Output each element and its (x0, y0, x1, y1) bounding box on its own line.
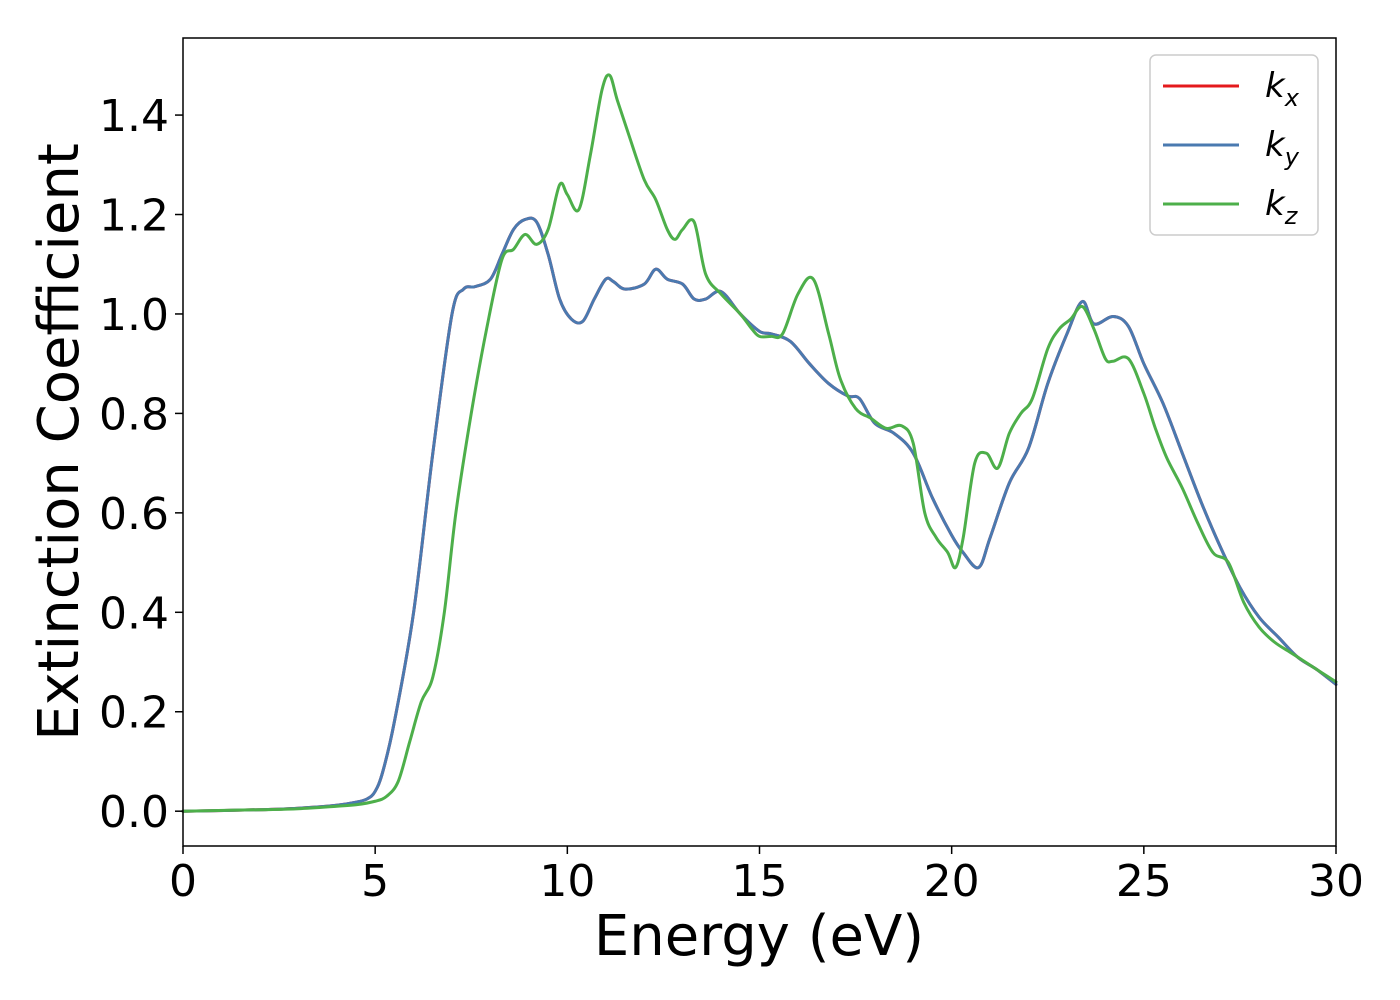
y-tick-label: 0.2 (99, 688, 169, 739)
x-tick-label: 5 (361, 856, 389, 907)
y-tick-label: 0.8 (99, 389, 169, 440)
legend-label-z: kz (1265, 184, 1299, 230)
y-axis-title: Extinction Coefficient (27, 143, 92, 741)
series-line-y (181, 216, 1338, 813)
y-tick-label: 0.4 (99, 588, 169, 639)
series-line-z (181, 73, 1338, 813)
plot-area (183, 38, 1336, 846)
series-layer (181, 73, 1338, 813)
y-tick-label: 1.0 (99, 290, 169, 341)
y-tick-label: 1.4 (99, 91, 169, 142)
x-axis-title: Energy (eV) (594, 904, 924, 969)
x-tick-label: 25 (1116, 856, 1172, 907)
x-axis: 0 5 10 15 20 25 30 (169, 846, 1364, 907)
y-tick-label: 0.6 (99, 489, 169, 540)
y-tick-label: 1.2 (99, 191, 169, 242)
x-tick-label: 15 (732, 856, 788, 907)
y-axis: 0.0 0.2 0.4 0.6 0.8 1.0 1.2 1.4 (99, 91, 183, 838)
x-tick-label: 0 (169, 856, 197, 907)
y-tick-label: 0.0 (99, 787, 169, 838)
x-tick-label: 10 (539, 856, 595, 907)
x-tick-label: 20 (924, 856, 980, 907)
x-tick-label: 30 (1308, 856, 1364, 907)
